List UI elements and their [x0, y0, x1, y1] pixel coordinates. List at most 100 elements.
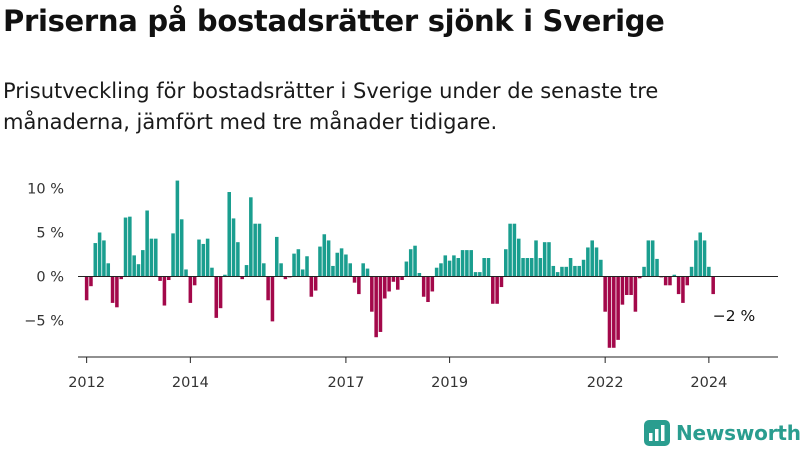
bar — [577, 265, 581, 277]
bar — [374, 276, 378, 338]
bar — [655, 258, 659, 277]
bar — [102, 240, 106, 277]
bar — [637, 276, 642, 279]
bar — [672, 274, 677, 277]
bar — [676, 276, 681, 295]
bar — [599, 259, 603, 277]
bar — [318, 246, 322, 277]
bar — [460, 250, 465, 277]
bar — [93, 243, 98, 277]
bar — [326, 240, 331, 277]
bar — [132, 255, 136, 277]
bar — [525, 258, 530, 277]
bar — [300, 269, 305, 277]
bar — [594, 247, 599, 277]
bar — [119, 276, 123, 280]
bar — [352, 276, 357, 283]
bar — [106, 263, 111, 277]
bar — [547, 242, 551, 277]
bar — [249, 197, 253, 277]
chart-subtitle: Prisutveckling för bostadsrätter i Sveri… — [3, 79, 659, 134]
last-value-label: −2 % — [713, 307, 756, 325]
bar — [313, 276, 318, 291]
bar — [616, 276, 620, 340]
bar — [339, 248, 344, 277]
bar — [162, 276, 167, 306]
bar — [305, 256, 309, 277]
bar — [624, 276, 629, 295]
bar — [685, 276, 690, 286]
x-tick: 2012 — [68, 357, 105, 391]
bar — [383, 276, 387, 299]
bar — [681, 276, 685, 303]
bar — [296, 249, 301, 277]
bar — [633, 276, 638, 312]
bar — [650, 240, 655, 277]
y-tick-label: −5 % — [24, 314, 64, 330]
bar — [478, 272, 482, 277]
bar — [590, 240, 594, 277]
bar — [84, 276, 89, 301]
bar — [149, 238, 154, 277]
brand-logo: Newsworthy — [644, 419, 800, 447]
bar — [646, 240, 651, 277]
bar — [521, 258, 525, 277]
bar — [357, 276, 361, 295]
bar — [473, 272, 478, 277]
bar — [568, 258, 573, 277]
bar — [201, 243, 206, 277]
bar — [110, 276, 115, 303]
bar — [456, 258, 461, 277]
bar — [322, 234, 327, 277]
bar — [370, 276, 374, 312]
bar — [136, 264, 141, 277]
bar — [529, 258, 534, 277]
x-tick-label: 2024 — [690, 375, 727, 391]
bar — [560, 266, 564, 277]
bar — [274, 236, 279, 277]
bar — [447, 260, 452, 277]
bar — [279, 263, 283, 277]
bar — [154, 238, 158, 277]
bar — [452, 255, 456, 277]
bar — [534, 240, 538, 277]
bar — [555, 272, 560, 277]
x-tick: 2022 — [587, 357, 624, 391]
bar — [499, 276, 504, 288]
bar — [581, 259, 586, 277]
bar — [335, 252, 340, 277]
bar — [395, 276, 400, 290]
bar — [240, 276, 244, 280]
bar — [348, 263, 352, 277]
bar — [469, 250, 473, 277]
bar — [443, 255, 448, 277]
bar — [421, 276, 426, 297]
bar — [158, 276, 162, 281]
bar — [612, 276, 616, 348]
bar — [361, 263, 365, 277]
bar — [236, 242, 240, 277]
bar — [257, 223, 262, 277]
bar — [231, 218, 236, 277]
bar — [668, 276, 672, 286]
x-tick: 2017 — [327, 357, 364, 391]
bar — [426, 276, 430, 303]
bar — [141, 250, 145, 277]
bar — [482, 258, 486, 277]
bar — [603, 276, 607, 312]
bar — [128, 216, 132, 277]
y-tick-label: 10 % — [27, 182, 64, 198]
x-tick: 2024 — [690, 357, 727, 391]
bar — [283, 276, 288, 280]
bar — [253, 223, 257, 277]
bar — [508, 223, 512, 277]
brand-name: Newsworthy — [676, 421, 800, 445]
bar — [123, 217, 128, 277]
y-tick: 0 % — [36, 270, 64, 286]
bar — [689, 266, 694, 277]
bar — [227, 192, 231, 277]
bar — [417, 272, 422, 277]
bar — [491, 276, 495, 304]
bar — [434, 267, 439, 277]
